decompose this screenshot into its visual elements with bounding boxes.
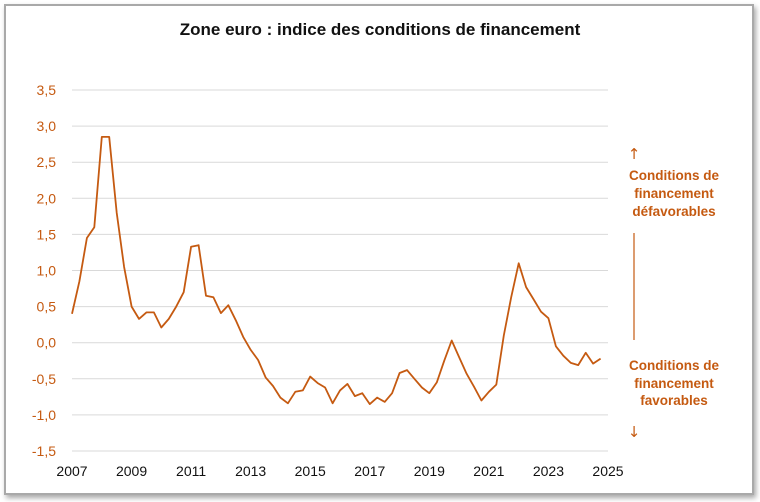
annotation-bottom-line-1: Conditions de [629,358,719,373]
y-tick-label: -0,5 [32,371,56,387]
y-tick-label: 0,5 [37,299,57,315]
y-tick-label: 2,5 [37,154,57,170]
annotation-bottom-line-2: financement [634,376,714,391]
x-tick-label: 2023 [533,463,564,479]
annotation-top-line-2: financement [634,186,714,201]
y-tick-label: 1,0 [37,263,57,279]
y-tick-label: 1,5 [37,226,57,242]
series-layer [71,135,602,406]
up-arrow-icon: ↑ [628,145,641,163]
x-tick-label: 2013 [235,463,266,479]
x-tick-label: 2019 [414,463,445,479]
down-arrow-icon: ↓ [628,423,641,441]
x-tick-label: 2007 [56,463,87,479]
x-tick-label: 2015 [295,463,326,479]
x-tick-label: 2025 [592,463,623,479]
y-tick-label: -1,5 [32,443,56,459]
x-axis-ticks: 2007 2009 2011 2013 2015 2017 2019 2021 2023 2025 [56,463,623,479]
y-tick-label: -1,0 [32,407,56,423]
x-tick-label: 2011 [176,463,206,479]
y-tick-label: 2,0 [37,190,57,206]
y-axis-ticks: 3,5 3,0 2,5 2,0 1,5 1,0 0,5 0,0 -0,5 -1,0 -1,5 [32,82,56,459]
gridlines [72,89,608,452]
x-tick-label: 2017 [354,463,385,479]
annotation-top-line-3: défavorables [632,204,715,219]
side-annotations: ↑ Conditions de financement défavorables… [628,145,720,441]
series-line-0 [71,135,602,406]
chart-title: Zone euro : indice des conditions de fin… [179,20,581,39]
annotation-top-line-1: Conditions de [629,168,719,183]
x-tick-label: 2009 [116,463,147,479]
x-tick-label: 2021 [473,463,504,479]
chart-frame [4,4,754,495]
y-tick-label: 3,5 [37,82,57,98]
y-tick-label: 3,0 [37,118,57,134]
annotation-bottom-line-3: favorables [640,393,708,408]
y-tick-label: 0,0 [37,335,57,351]
